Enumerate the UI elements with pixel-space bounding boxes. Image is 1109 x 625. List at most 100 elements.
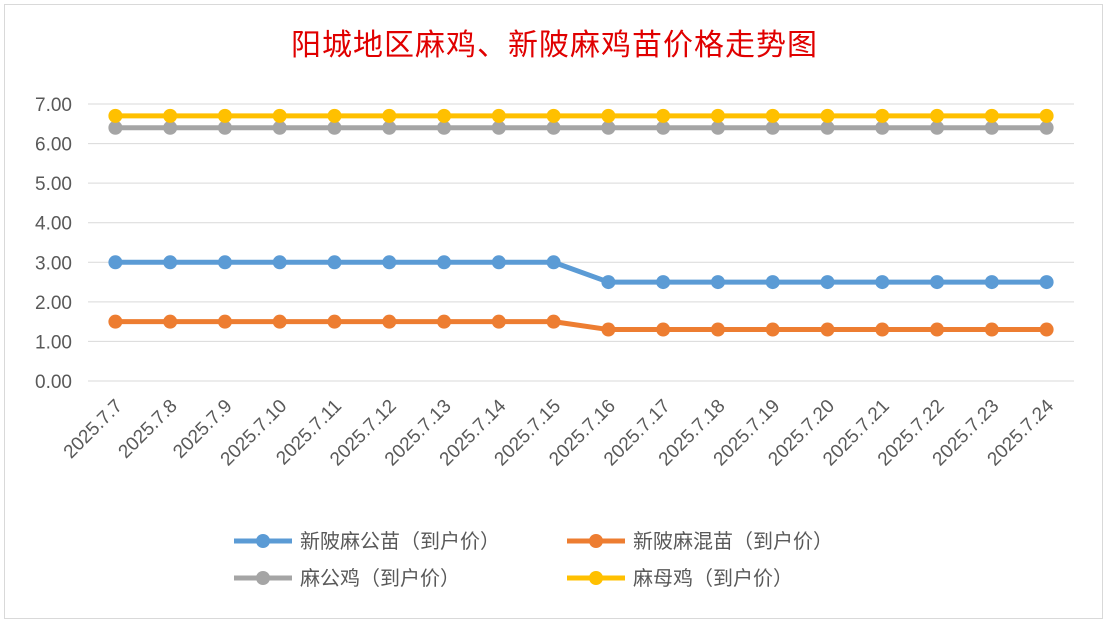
x-axis-ticks: 2025.7.72025.7.82025.7.92025.7.102025.7.… — [60, 395, 1059, 470]
data-point — [163, 314, 178, 329]
data-point — [546, 255, 561, 270]
data-point — [491, 314, 506, 329]
y-tick-label: 0.00 — [35, 372, 72, 393]
data-point — [875, 275, 890, 290]
data-point — [601, 275, 616, 290]
data-point — [1039, 275, 1054, 290]
data-point — [491, 120, 506, 135]
data-point — [546, 314, 561, 329]
y-axis-ticks: 0.00 1.00 2.00 3.00 4.00 5.00 6.00 7.00 — [35, 95, 72, 393]
data-point — [820, 322, 835, 337]
data-point — [656, 120, 671, 135]
data-point — [765, 275, 780, 290]
data-point — [437, 255, 452, 270]
data-point — [327, 120, 342, 135]
x-tick-label: 2025.7.8 — [115, 396, 182, 463]
data-point — [765, 120, 780, 135]
data-point — [217, 314, 232, 329]
data-point — [217, 255, 232, 270]
legend-label: 新陂麻公苗（到户价） — [300, 529, 500, 553]
series-line — [115, 259, 1047, 285]
data-point — [382, 314, 397, 329]
y-tick-label: 2.00 — [35, 293, 72, 314]
data-point — [710, 322, 725, 337]
data-point — [601, 108, 616, 123]
series-group — [108, 108, 1054, 337]
data-point — [930, 322, 945, 337]
data-point — [491, 255, 506, 270]
chart-frame — [4, 4, 1103, 619]
data-point — [327, 108, 342, 123]
chart-title: 阳城地区麻鸡、新陂麻鸡苗价格走势图 — [291, 28, 818, 63]
data-point — [930, 108, 945, 123]
series-3 — [108, 108, 1054, 123]
legend-item: 新陂麻混苗（到户价） — [567, 529, 833, 553]
data-point — [984, 108, 999, 123]
x-tick-label: 2025.7.7 — [60, 396, 127, 463]
data-point — [820, 120, 835, 135]
y-tick-label: 1.00 — [35, 332, 72, 353]
legend-swatch-marker — [256, 571, 270, 585]
data-point — [875, 108, 890, 123]
data-point — [108, 120, 123, 135]
data-point — [382, 120, 397, 135]
series-2 — [108, 120, 1054, 135]
data-point — [437, 314, 452, 329]
data-point — [710, 120, 725, 135]
series-0 — [108, 255, 1054, 290]
data-point — [656, 275, 671, 290]
data-point — [875, 322, 890, 337]
data-point — [272, 314, 287, 329]
data-point — [272, 108, 287, 123]
data-point — [437, 108, 452, 123]
series-line — [115, 319, 1047, 333]
legend-swatch-marker — [589, 571, 603, 585]
data-point — [272, 255, 287, 270]
data-point — [272, 120, 287, 135]
data-point — [984, 275, 999, 290]
legend-swatch-marker — [589, 534, 603, 548]
data-point — [765, 108, 780, 123]
data-point — [930, 275, 945, 290]
data-point — [710, 108, 725, 123]
series-1 — [108, 314, 1054, 337]
y-tick-label: 5.00 — [35, 174, 72, 195]
data-point — [382, 108, 397, 123]
y-tick-label: 4.00 — [35, 214, 72, 235]
data-point — [875, 120, 890, 135]
legend-label: 麻母鸡（到户价） — [633, 566, 793, 590]
data-point — [820, 275, 835, 290]
data-point — [163, 255, 178, 270]
data-point — [163, 108, 178, 123]
data-point — [710, 275, 725, 290]
data-point — [1039, 120, 1054, 135]
data-point — [656, 108, 671, 123]
legend-swatch-marker — [256, 534, 270, 548]
data-point — [327, 314, 342, 329]
data-point — [1039, 108, 1054, 123]
data-point — [546, 120, 561, 135]
data-point — [108, 108, 123, 123]
data-point — [1039, 322, 1054, 337]
data-point — [217, 120, 232, 135]
data-point — [163, 120, 178, 135]
data-point — [108, 255, 123, 270]
legend-label: 麻公鸡（到户价） — [300, 566, 460, 590]
legend-item: 新陂麻公苗（到户价） — [234, 529, 500, 553]
data-point — [546, 108, 561, 123]
y-tick-label: 7.00 — [35, 95, 72, 116]
data-point — [984, 120, 999, 135]
data-point — [217, 108, 232, 123]
data-point — [984, 322, 999, 337]
legend-label: 新陂麻混苗（到户价） — [633, 529, 833, 553]
data-point — [930, 120, 945, 135]
data-point — [601, 322, 616, 337]
legend-item: 麻母鸡（到户价） — [567, 566, 793, 590]
y-tick-label: 6.00 — [35, 135, 72, 156]
data-point — [382, 255, 397, 270]
y-tick-label: 3.00 — [35, 253, 72, 274]
legend-item: 麻公鸡（到户价） — [234, 566, 460, 590]
data-point — [765, 322, 780, 337]
data-point — [437, 120, 452, 135]
